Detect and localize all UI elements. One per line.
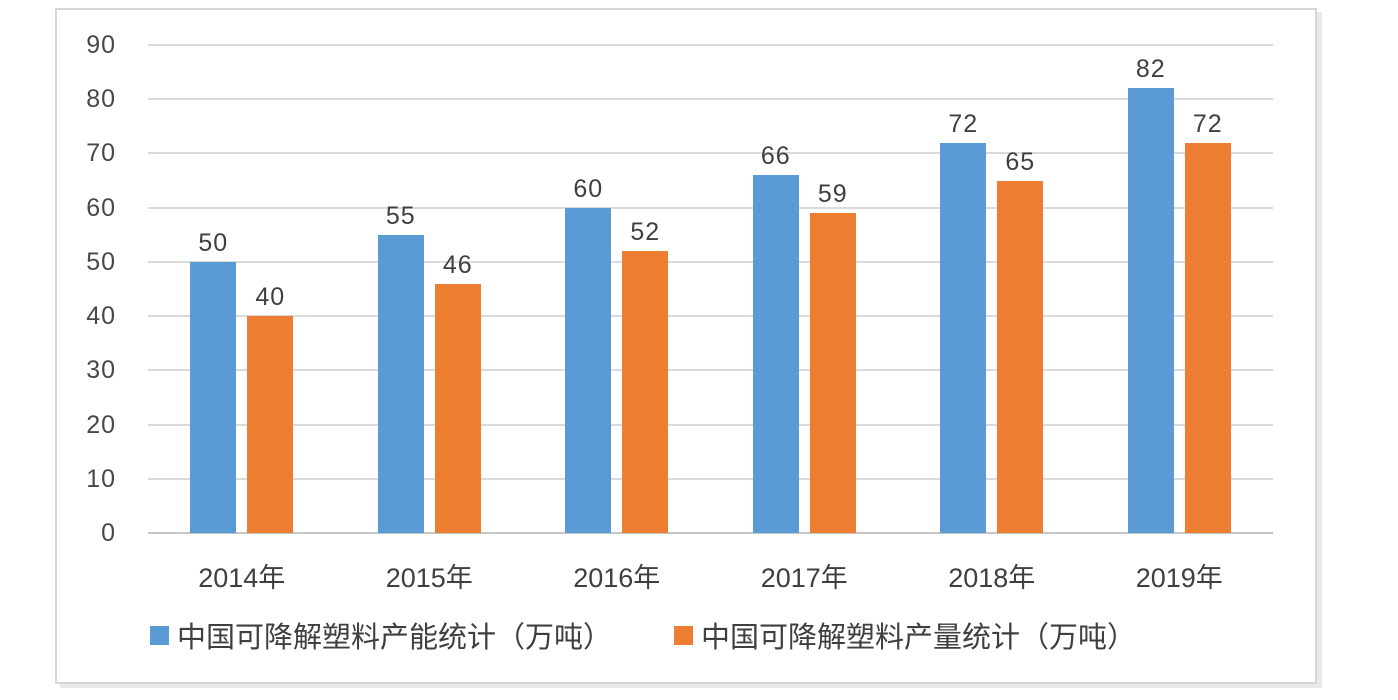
value-label: 52 bbox=[630, 218, 661, 247]
value-label: 50 bbox=[198, 228, 229, 257]
value-label: 66 bbox=[760, 142, 791, 171]
gridline bbox=[148, 260, 1273, 263]
y-axis-tick-label: 60 bbox=[86, 193, 116, 222]
value-label: 46 bbox=[442, 250, 473, 279]
bar-series-2-2019年 bbox=[1184, 142, 1231, 533]
x-axis-tick-label: 2016年 bbox=[573, 563, 661, 593]
gridline bbox=[148, 369, 1273, 372]
legend: 中国可降解塑料产能统计（万吨） 中国可降解塑料产量统计（万吨） bbox=[150, 614, 1136, 656]
bar-series-2-2015年 bbox=[434, 283, 481, 533]
y-axis-tick-label: 40 bbox=[86, 302, 116, 331]
legend-swatch-icon bbox=[674, 625, 694, 645]
value-label: 72 bbox=[1192, 109, 1223, 138]
gridline bbox=[148, 315, 1273, 318]
y-axis-tick-label: 10 bbox=[86, 464, 116, 493]
value-label: 72 bbox=[948, 109, 979, 138]
x-axis-tick-label: 2018年 bbox=[948, 563, 1036, 593]
gridline bbox=[148, 206, 1273, 209]
gridline bbox=[148, 98, 1273, 101]
value-label: 55 bbox=[385, 201, 416, 230]
legend-item: 中国可降解塑料产能统计（万吨） bbox=[150, 614, 612, 656]
legend-swatch-icon bbox=[150, 625, 169, 645]
y-axis-tick-label: 50 bbox=[86, 247, 116, 276]
bar-series-1-2017年 bbox=[752, 175, 799, 533]
legend-label: 中国可降解塑料产能统计（万吨） bbox=[177, 622, 613, 654]
y-axis-tick-label: 20 bbox=[86, 410, 116, 439]
x-axis-tick-label: 2014年 bbox=[198, 563, 286, 593]
gridline bbox=[148, 152, 1273, 155]
legend-label: 中国可降解塑料产量统计（万吨） bbox=[701, 622, 1137, 654]
bar-series-2-2018年 bbox=[997, 180, 1044, 533]
x-axis-tick-label: 2019年 bbox=[1135, 563, 1223, 593]
y-axis-tick-label: 0 bbox=[101, 519, 116, 547]
y-axis-tick-label: 70 bbox=[86, 139, 116, 168]
bar-series-1-2014年 bbox=[190, 261, 237, 533]
plot-area: 90 80 70 60 50 40 30 20 10 0 50 40 2014年 55 46 2015年 60 5… bbox=[86, 31, 1273, 593]
y-axis-tick-label: 80 bbox=[86, 85, 116, 114]
value-label: 82 bbox=[1135, 55, 1166, 84]
bar-series-1-2016年 bbox=[565, 207, 612, 533]
gridline bbox=[148, 44, 1273, 46]
gridline bbox=[148, 477, 1273, 480]
bar-series-1-2019年 bbox=[1127, 88, 1174, 533]
x-axis-line bbox=[148, 532, 1273, 534]
value-label: 65 bbox=[1005, 147, 1036, 176]
y-axis-tick-label: 90 bbox=[86, 31, 116, 59]
legend-item: 中国可降解塑料产量统计（万吨） bbox=[674, 614, 1136, 656]
bar-series-2-2016年 bbox=[622, 251, 669, 533]
bar-series-1-2015年 bbox=[377, 234, 424, 533]
gridline bbox=[148, 423, 1273, 426]
value-label: 59 bbox=[817, 180, 848, 209]
value-label: 60 bbox=[573, 174, 604, 203]
x-axis-tick-label: 2015年 bbox=[385, 563, 473, 593]
bar-series-2-2017年 bbox=[809, 213, 856, 533]
x-axis-tick-label: 2017年 bbox=[760, 563, 848, 593]
value-label: 40 bbox=[255, 283, 286, 312]
bar-series-1-2018年 bbox=[940, 142, 987, 533]
bar-series-2-2014年 bbox=[247, 316, 294, 533]
chart-frame: 90 80 70 60 50 40 30 20 10 0 50 40 2014年 55 46 2015年 60 5… bbox=[55, 8, 1317, 684]
y-axis-tick-label: 30 bbox=[86, 356, 116, 385]
